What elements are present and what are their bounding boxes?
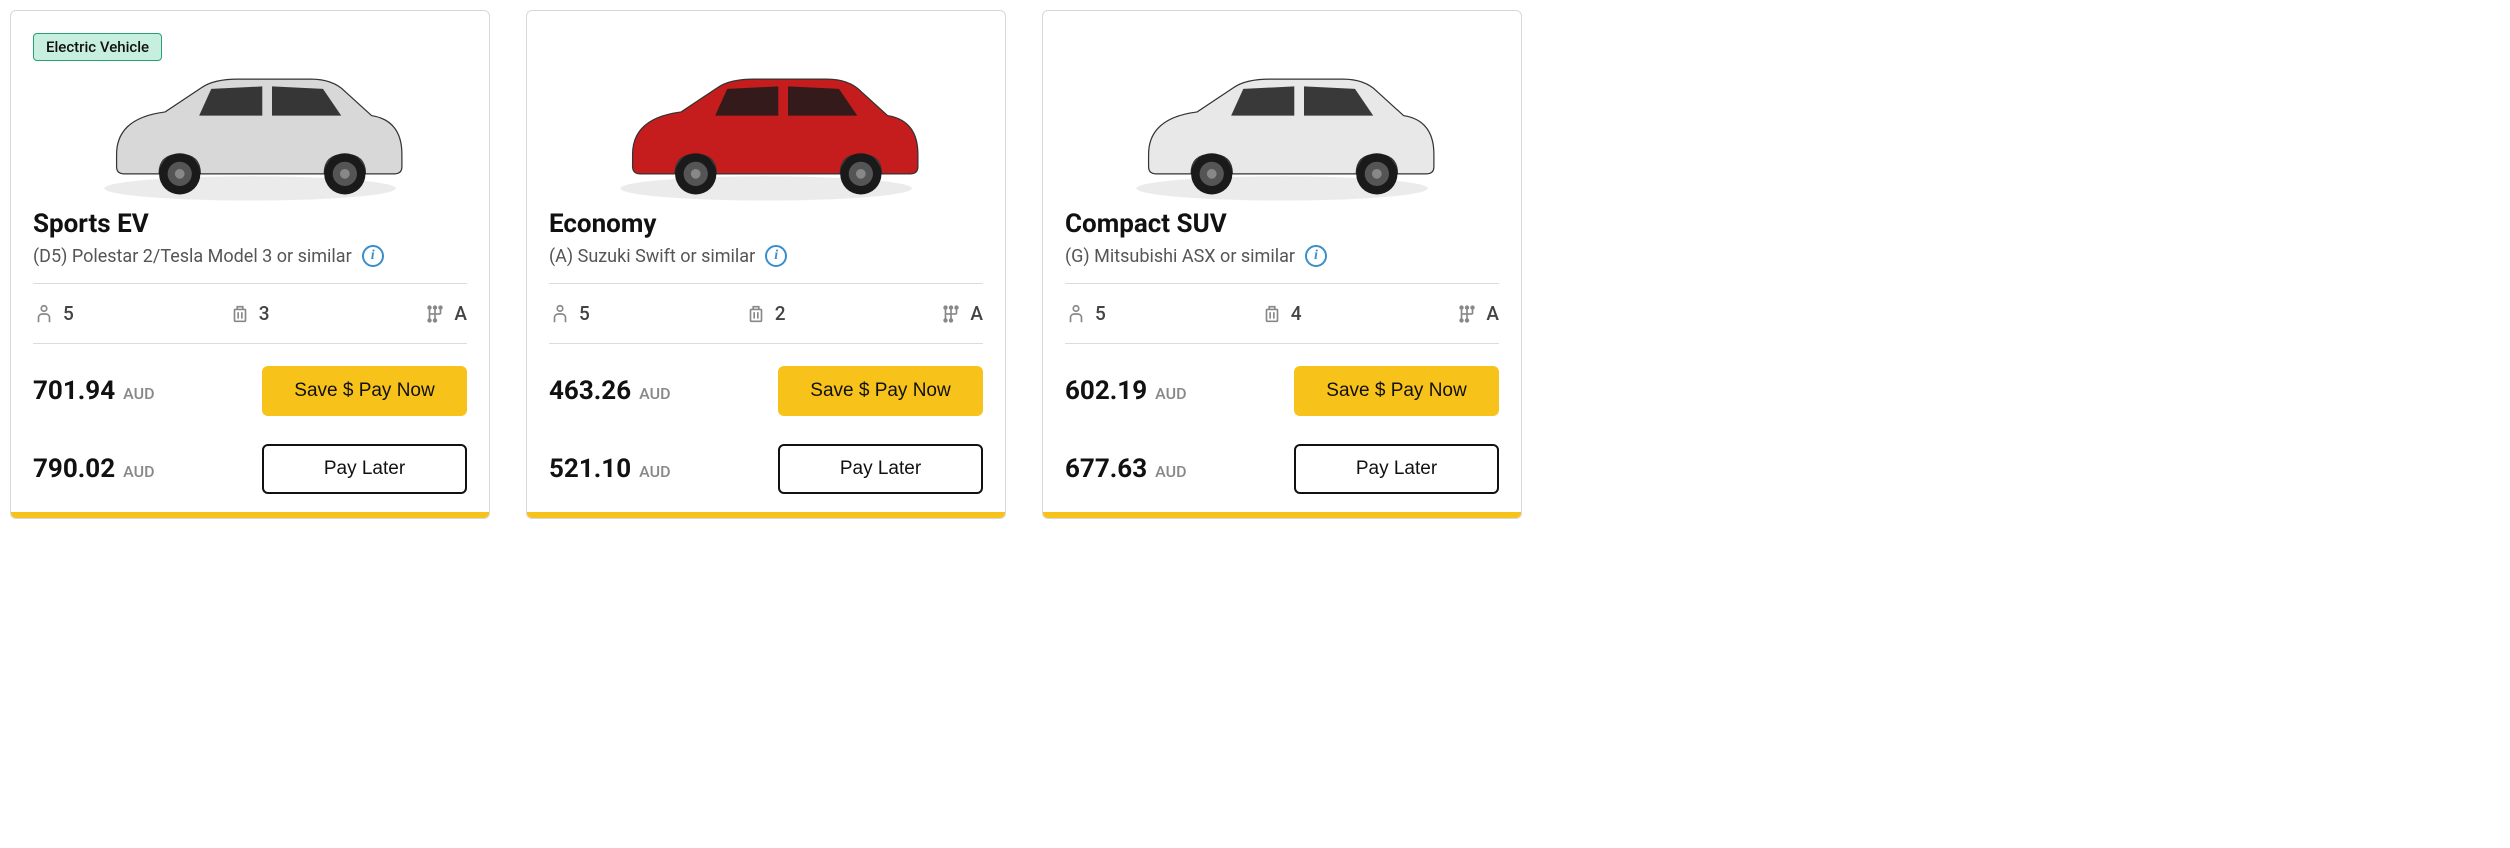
spec-seats: 5 [33, 302, 74, 325]
seats-value: 5 [1095, 302, 1106, 325]
card-accent-bar [527, 512, 1005, 518]
car-card: Electric Vehicle [10, 10, 490, 519]
spec-seats: 5 [1065, 302, 1106, 325]
person-icon [549, 303, 571, 325]
pay-later-button[interactable]: Pay Later [1294, 444, 1499, 494]
pay-later-price: 677.63 AUD [1065, 454, 1187, 484]
car-subtitle: (G) Mitsubishi ASX or similar [1065, 246, 1295, 267]
car-image [549, 33, 983, 203]
pay-now-button[interactable]: Save $ Pay Now [778, 366, 983, 416]
pay-now-amount: 701.94 [33, 376, 115, 406]
spec-transmission: A [1456, 302, 1499, 325]
pay-now-price: 701.94 AUD [33, 376, 155, 406]
car-image [1065, 33, 1499, 203]
currency-label: AUD [639, 384, 670, 403]
luggage-icon [745, 303, 767, 325]
car-illustration [1100, 33, 1464, 203]
pay-later-amount: 790.02 [33, 454, 115, 484]
currency-label: AUD [1155, 462, 1186, 481]
car-illustration [584, 33, 948, 203]
pay-now-amount: 463.26 [549, 376, 631, 406]
currency-label: AUD [123, 384, 154, 403]
car-title: Sports EV [33, 209, 467, 239]
card-accent-bar [1043, 512, 1521, 518]
car-title: Economy [549, 209, 983, 239]
car-subtitle: (A) Suzuki Swift or similar [549, 246, 755, 267]
pay-later-amount: 521.10 [549, 454, 631, 484]
car-card: Economy (A) Suzuki Swift or similar i 5 [526, 10, 1006, 519]
person-icon [1065, 303, 1087, 325]
pay-later-button[interactable]: Pay Later [778, 444, 983, 494]
spec-seats: 5 [549, 302, 590, 325]
seats-value: 5 [579, 302, 590, 325]
car-card: Compact SUV (G) Mitsubishi ASX or simila… [1042, 10, 1522, 519]
spec-transmission: A [424, 302, 467, 325]
pay-later-price: 521.10 AUD [549, 454, 671, 484]
transmission-value: A [1486, 302, 1499, 325]
bags-value: 4 [1291, 302, 1302, 325]
transmission-value: A [454, 302, 467, 325]
pay-later-amount: 677.63 [1065, 454, 1147, 484]
bags-value: 2 [775, 302, 786, 325]
pay-later-price: 790.02 AUD [33, 454, 155, 484]
specs-row: 5 2 [549, 284, 983, 343]
pay-now-price: 463.26 AUD [549, 376, 671, 406]
luggage-icon [229, 303, 251, 325]
seats-value: 5 [63, 302, 74, 325]
currency-label: AUD [123, 462, 154, 481]
pay-now-button[interactable]: Save $ Pay Now [1294, 366, 1499, 416]
pay-now-amount: 602.19 [1065, 376, 1147, 406]
luggage-icon [1261, 303, 1283, 325]
spec-bags: 2 [745, 302, 786, 325]
pay-later-button[interactable]: Pay Later [262, 444, 467, 494]
ev-badge: Electric Vehicle [33, 33, 162, 61]
gearbox-icon [424, 303, 446, 325]
gearbox-icon [1456, 303, 1478, 325]
car-cards-row: Electric Vehicle [10, 10, 2500, 519]
bags-value: 3 [259, 302, 270, 325]
pay-now-button[interactable]: Save $ Pay Now [262, 366, 467, 416]
spec-bags: 3 [229, 302, 270, 325]
info-icon[interactable]: i [362, 245, 384, 267]
spec-transmission: A [940, 302, 983, 325]
info-icon[interactable]: i [1305, 245, 1327, 267]
gearbox-icon [940, 303, 962, 325]
car-subtitle: (D5) Polestar 2/Tesla Model 3 or similar [33, 246, 352, 267]
card-accent-bar [11, 512, 489, 518]
specs-row: 5 3 [33, 284, 467, 343]
spec-bags: 4 [1261, 302, 1302, 325]
person-icon [33, 303, 55, 325]
specs-row: 5 4 [1065, 284, 1499, 343]
transmission-value: A [970, 302, 983, 325]
currency-label: AUD [639, 462, 670, 481]
car-title: Compact SUV [1065, 209, 1499, 239]
currency-label: AUD [1155, 384, 1186, 403]
info-icon[interactable]: i [765, 245, 787, 267]
pay-now-price: 602.19 AUD [1065, 376, 1187, 406]
